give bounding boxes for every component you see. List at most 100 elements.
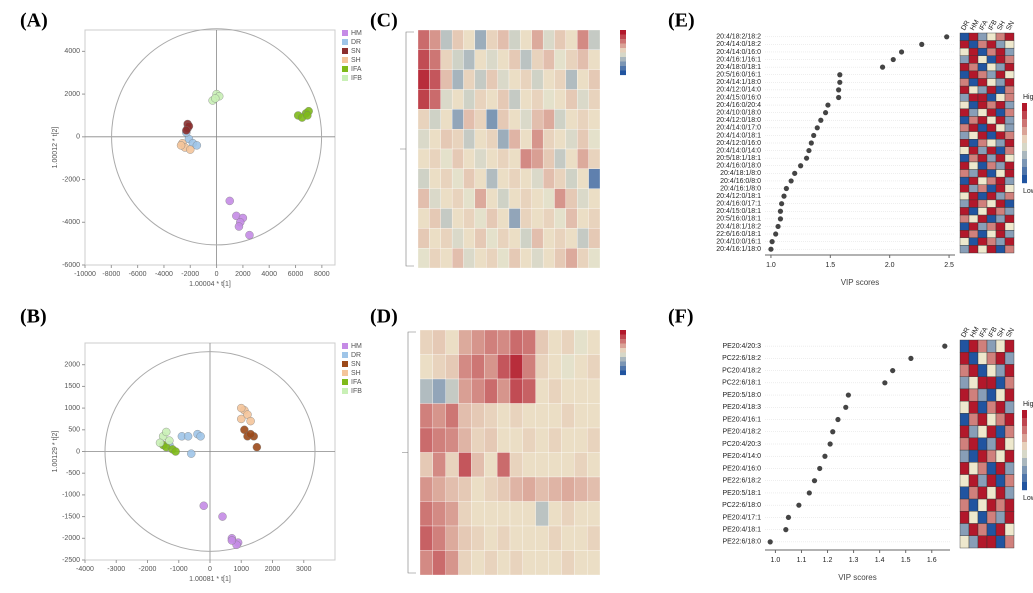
heat-cell (968, 413, 979, 426)
heat-cell (1004, 449, 1015, 463)
heat-cell (509, 354, 524, 380)
dot (806, 147, 812, 154)
heat-cell (484, 427, 498, 453)
heat-cell (1004, 535, 1015, 549)
heat-cell (535, 403, 549, 429)
heat-cell (986, 364, 997, 377)
heat-cell (445, 476, 459, 502)
heat-cell (968, 131, 979, 140)
heat-cell (419, 329, 434, 355)
heat-cell (522, 403, 536, 429)
heat-cell (577, 168, 589, 189)
category-label: PC22:6/18:0 (722, 502, 761, 509)
x-tick-label: 2.5 (944, 262, 954, 269)
heat-cell (959, 161, 970, 170)
heat-cell (497, 69, 510, 90)
heat-cell (574, 378, 588, 404)
heat-cell (977, 123, 988, 132)
heat-cell (474, 168, 487, 189)
heat-cell (959, 400, 970, 414)
heat-cell (542, 49, 555, 70)
dot (835, 416, 841, 423)
heat-cell (463, 69, 476, 90)
dot (908, 355, 914, 361)
heat-cell (1004, 425, 1015, 439)
legend-swatch (342, 343, 348, 349)
category-label: PE20:5/18:1 (722, 490, 761, 497)
heat-cell (548, 354, 562, 380)
heat-cell (445, 378, 459, 404)
heat-cell (586, 354, 601, 380)
heat-cell (577, 69, 589, 90)
legend-swatch (342, 75, 348, 81)
heat-cell (986, 146, 997, 155)
heat-cell (458, 378, 472, 404)
colorbar (1022, 175, 1027, 184)
heat-cell (959, 78, 970, 87)
heat-cell (548, 403, 562, 429)
category-label: PE20:5/18:0 (722, 392, 761, 399)
heat-cell (959, 101, 970, 110)
heat-cell (574, 525, 588, 551)
heat-cell (474, 29, 487, 50)
point (162, 427, 171, 437)
colorbar (620, 348, 626, 353)
column-label: HM (969, 326, 981, 339)
category-label: PE20:4/16:1 (722, 416, 761, 423)
colorbar (620, 43, 626, 49)
colorbar (620, 34, 626, 40)
heat-cell (977, 199, 988, 208)
plot-area (84, 29, 336, 266)
column-label: IFB (987, 19, 999, 32)
heat-cell (432, 427, 446, 453)
heat-cell (959, 154, 970, 163)
heat-cell (977, 93, 988, 102)
heat-cell (429, 89, 441, 110)
heat-cell (959, 437, 970, 451)
heat-cell (451, 129, 464, 150)
heat-cell (565, 109, 578, 130)
heat-cell (1004, 146, 1015, 155)
heat-cell (959, 184, 970, 193)
panel-label: (A) (20, 10, 48, 32)
heat-cell (496, 550, 511, 576)
category-label: 20:4/16:0/18:0 (716, 163, 761, 170)
heat-cell (451, 168, 464, 189)
heat-cell (1004, 93, 1015, 102)
heat-cell (474, 49, 487, 70)
heat-cell (586, 378, 601, 404)
heat-cell (417, 188, 430, 209)
heat-cell (986, 425, 997, 439)
point (252, 442, 262, 452)
dot (882, 380, 888, 386)
heat-cell (509, 501, 524, 527)
y-tick-label: -4000 (62, 219, 80, 226)
heat-cell (986, 449, 997, 463)
x-tick-label: -2000 (139, 566, 157, 573)
x-tick-label: -4000 (76, 566, 94, 573)
heat-cell (484, 354, 498, 380)
heat-cell (577, 29, 589, 50)
heat-cell (977, 63, 988, 72)
heat-cell (561, 476, 575, 502)
heat-cell (419, 354, 434, 380)
column-label: IFB (987, 326, 999, 339)
heat-cell (463, 168, 476, 189)
category-label: 20:4/12:0/18:1 (716, 193, 761, 200)
heat-cell (959, 123, 970, 132)
y-tick-label: -2000 (62, 535, 80, 542)
heat-cell (959, 449, 970, 463)
heat-cell (959, 245, 970, 254)
heat-cell (451, 69, 464, 90)
dot (822, 110, 829, 116)
x-tick-label: 1.4 (875, 557, 885, 564)
heat-cell (977, 339, 988, 353)
dot (822, 453, 828, 459)
x-tick-label: 0 (208, 566, 212, 573)
heat-cell (542, 129, 555, 150)
point (240, 425, 249, 434)
heat-cell (1004, 55, 1015, 64)
colorbar (620, 357, 626, 362)
heat-cell (486, 69, 498, 90)
heat-cell (986, 523, 997, 536)
